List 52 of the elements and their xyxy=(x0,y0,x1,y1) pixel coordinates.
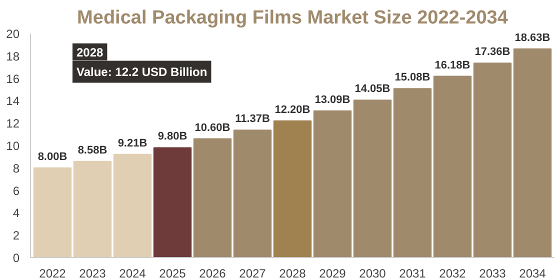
bar xyxy=(233,130,272,258)
x-tick-label: 2032 xyxy=(439,266,466,280)
y-tick-label: 8 xyxy=(12,161,20,176)
x-tick-label: 2025 xyxy=(159,266,186,280)
bar xyxy=(313,110,352,258)
x-tick-label: 2022 xyxy=(39,266,66,280)
data-label: 11.37B xyxy=(235,113,270,126)
data-label: 13.09B xyxy=(314,94,350,106)
data-label: 17.36B xyxy=(474,46,510,58)
data-label: 9.80B xyxy=(158,130,188,143)
data-label: 15.08B xyxy=(394,72,430,84)
data-label: 18.63B xyxy=(514,32,550,44)
bar xyxy=(513,48,552,258)
x-tick-label: 2031 xyxy=(399,266,426,280)
y-tick-label: 20 xyxy=(6,27,20,41)
x-tick-label: 2033 xyxy=(479,266,506,280)
x-tick-label: 2024 xyxy=(119,266,146,280)
bar xyxy=(393,88,432,258)
y-tick-label: 4 xyxy=(12,206,20,220)
bar xyxy=(353,100,392,258)
bar xyxy=(273,120,312,258)
y-tick-label: 10 xyxy=(6,139,20,153)
y-tick-label: 14 xyxy=(6,94,20,108)
data-label: 9.21B xyxy=(118,137,148,150)
y-tick-label: 2 xyxy=(12,228,20,243)
data-label: 16.18B xyxy=(434,59,470,72)
y-tick-label: 12 xyxy=(6,116,20,131)
x-tick-label: 2023 xyxy=(79,266,106,280)
x-tick-label: 2028 xyxy=(279,266,306,280)
bar xyxy=(113,154,152,258)
bar xyxy=(33,167,72,258)
data-label: 12.20B xyxy=(274,104,310,116)
y-tick-label: 18 xyxy=(6,49,20,64)
bar xyxy=(193,138,232,258)
x-tick-label: 2034 xyxy=(519,266,546,280)
x-tick-label: 2026 xyxy=(199,266,226,280)
y-tick-label: 0 xyxy=(12,251,20,265)
bar xyxy=(153,147,192,258)
data-label: 8.58B xyxy=(78,144,108,156)
y-tick-label: 16 xyxy=(6,72,20,86)
bar xyxy=(473,62,512,258)
x-tick-label: 2030 xyxy=(359,266,386,280)
data-label: 14.05B xyxy=(354,83,390,96)
data-label: 8.00B xyxy=(38,150,68,163)
data-label: 10.60B xyxy=(194,122,230,134)
chart-title: Medical Packaging Films Market Size 2022-2034 xyxy=(77,8,508,28)
x-tick-label: 2027 xyxy=(239,266,266,280)
bar xyxy=(73,160,112,258)
x-tick-label: 2029 xyxy=(319,266,346,280)
bar xyxy=(433,76,472,258)
annotation: 2028 Value: 12.2 USD Billion xyxy=(76,45,208,79)
y-tick-label: 6 xyxy=(12,184,20,198)
